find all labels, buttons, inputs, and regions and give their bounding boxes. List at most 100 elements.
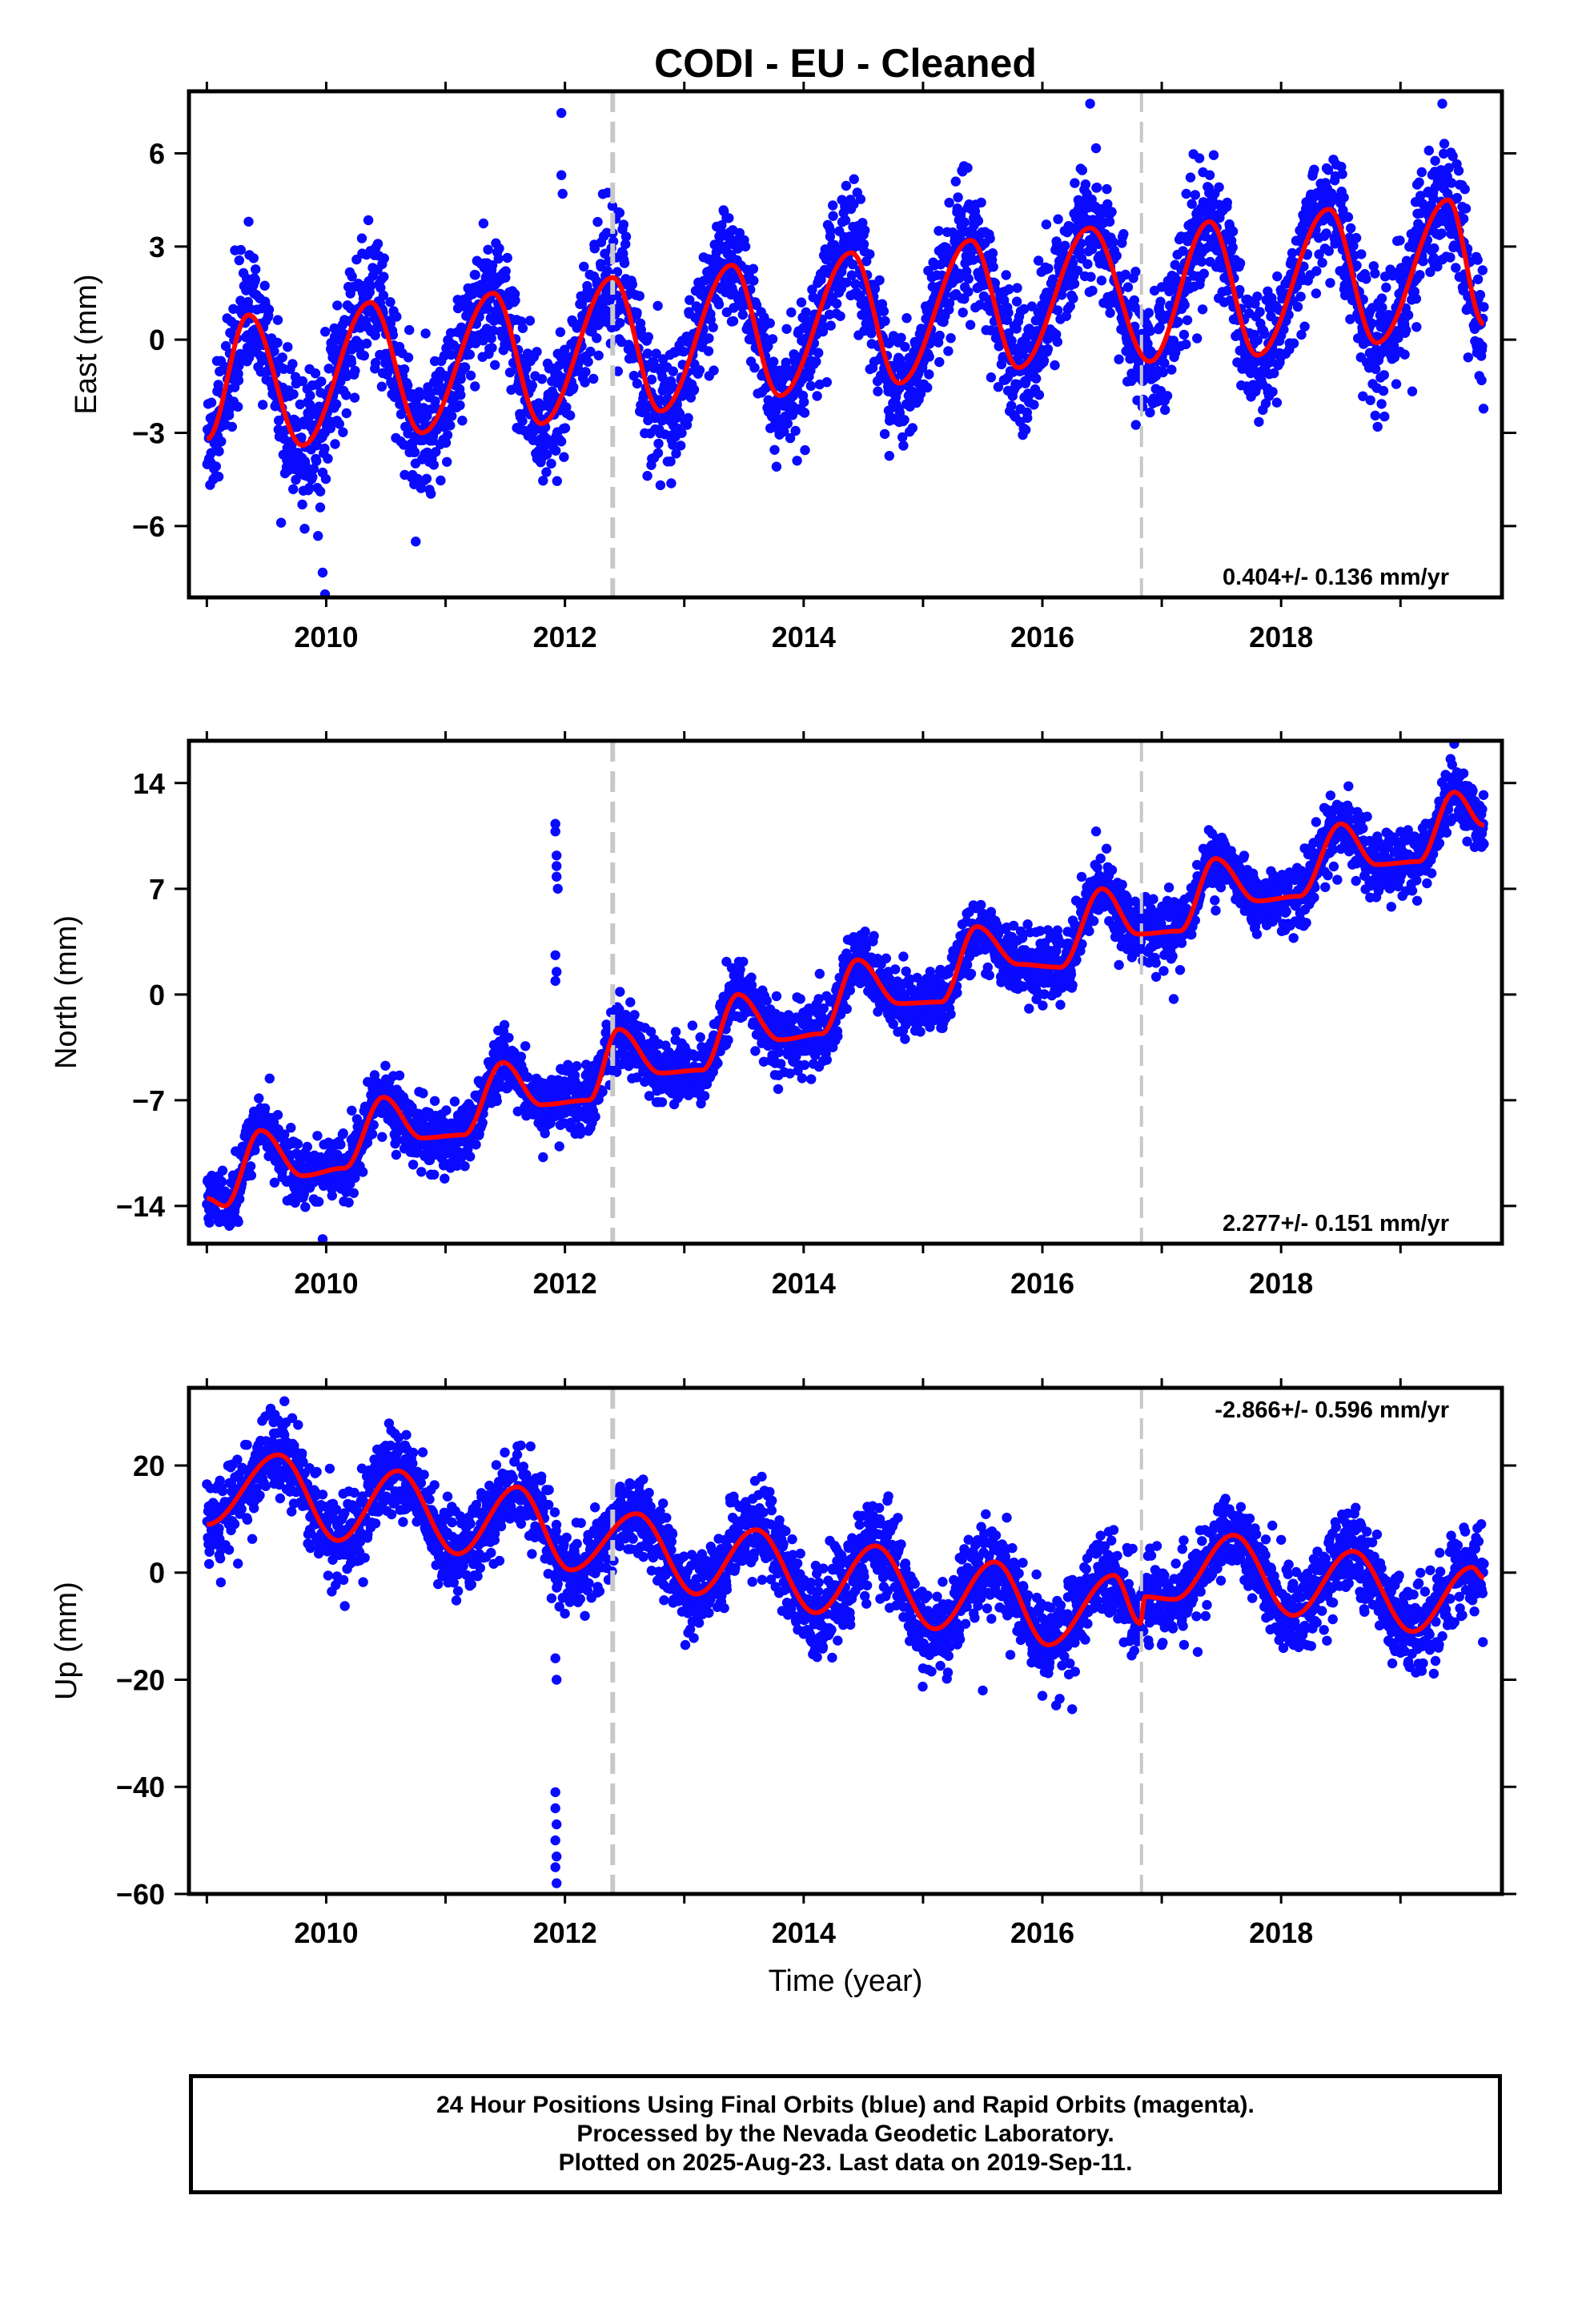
east-position-point — [1011, 296, 1022, 307]
east-position-point — [440, 437, 452, 448]
east-position-point — [934, 330, 945, 341]
east-position-point — [1292, 301, 1303, 312]
east-xtick-label: 2016 — [1010, 621, 1074, 653]
east-position-point — [490, 360, 500, 370]
east-position-point — [379, 253, 389, 263]
east-position-point — [602, 187, 613, 198]
east-position-point — [1090, 143, 1102, 154]
east-position-point — [1255, 307, 1265, 317]
east-position-point — [1114, 354, 1124, 364]
east-position-point — [552, 476, 562, 486]
east-position-point — [1323, 165, 1334, 175]
east-position-point — [857, 218, 868, 228]
east-position-point — [288, 389, 299, 400]
east-position-point — [213, 380, 223, 390]
north-position-point — [452, 1160, 462, 1171]
east-position-point — [950, 176, 962, 187]
east-position-point — [786, 307, 797, 318]
north-position-point — [645, 1027, 656, 1037]
east-position-point — [796, 297, 807, 308]
east-position-point — [1043, 263, 1054, 274]
east-position-point — [1442, 188, 1453, 199]
east-position-point — [873, 386, 883, 396]
east-position-point — [1395, 235, 1405, 246]
east-position-point — [740, 241, 751, 252]
east-position-point — [668, 366, 678, 376]
east-position-point — [785, 432, 796, 444]
east-position-point — [442, 456, 452, 467]
east-position-point — [565, 410, 576, 420]
north-position-point — [338, 1128, 348, 1139]
north-position-point — [695, 1032, 705, 1043]
east-daily-positions — [202, 99, 1489, 597]
east-position-point — [527, 380, 537, 391]
east-position-point — [1460, 203, 1472, 214]
east-position-point — [385, 297, 396, 308]
east-position-point — [478, 218, 489, 229]
north-plot-area — [202, 741, 1489, 1244]
north-position-point — [347, 1105, 357, 1116]
east-position-point — [1376, 399, 1387, 409]
east-position-point — [652, 300, 663, 312]
east-position-point — [447, 411, 457, 421]
east-position-point — [338, 427, 348, 437]
east-position-point — [896, 332, 906, 343]
east-position-point — [1356, 249, 1367, 259]
east-position-point — [580, 367, 591, 377]
east-position-point — [1267, 292, 1277, 304]
east-position-point — [1181, 188, 1191, 199]
east-position-point — [765, 318, 775, 328]
east-position-point — [779, 426, 789, 437]
north-position-point — [738, 956, 749, 967]
north-position-point — [313, 1196, 324, 1207]
east-position-point — [1082, 259, 1093, 269]
east-position-point — [1120, 269, 1131, 280]
east-position-point — [372, 239, 383, 249]
east-position-point — [1001, 270, 1011, 280]
east-position-point — [749, 275, 759, 286]
east-position-point — [1463, 352, 1474, 363]
east-position-point — [1179, 300, 1190, 310]
east-position-point — [551, 445, 561, 456]
east-position-point — [973, 215, 984, 226]
east-position-point — [614, 207, 625, 218]
east-position-point — [1458, 214, 1469, 224]
east-position-point — [813, 348, 824, 358]
north-position-point — [264, 1073, 275, 1084]
east-position-point — [216, 436, 227, 447]
east-position-point — [263, 304, 275, 315]
east-position-point — [323, 364, 334, 374]
north-position-point — [217, 1176, 227, 1187]
east-position-point — [430, 396, 440, 407]
east-position-point — [884, 451, 895, 461]
east-position-point — [1287, 247, 1298, 259]
east-position-point — [220, 340, 231, 352]
east-position-point — [801, 307, 811, 318]
north-position-point — [429, 1096, 440, 1107]
east-position-point — [524, 316, 536, 326]
east-position-point — [1279, 324, 1289, 335]
east-position-point — [790, 425, 801, 436]
east-position-point — [678, 346, 689, 357]
east-position-point — [900, 341, 910, 352]
east-position-point — [760, 332, 770, 343]
east-position-point — [1194, 153, 1205, 163]
north-position-point — [302, 1141, 312, 1152]
east-position-point — [1378, 385, 1389, 396]
east-position-point — [311, 440, 322, 451]
east-position-point — [781, 324, 792, 334]
east-position-point — [1026, 301, 1038, 312]
east-position-point — [409, 447, 420, 457]
east-outlier-point — [317, 567, 328, 578]
east-position-point — [958, 308, 968, 318]
east-position-point — [1379, 370, 1390, 380]
north-position-point — [538, 1152, 548, 1163]
east-position-point — [642, 348, 653, 359]
north-position-point — [351, 1114, 363, 1124]
east-position-point — [607, 201, 618, 211]
east-position-point — [858, 239, 869, 250]
east-position-point — [1145, 326, 1156, 336]
east-position-point — [1348, 240, 1359, 251]
east-position-point — [1192, 333, 1203, 344]
east-position-point — [1130, 267, 1141, 277]
